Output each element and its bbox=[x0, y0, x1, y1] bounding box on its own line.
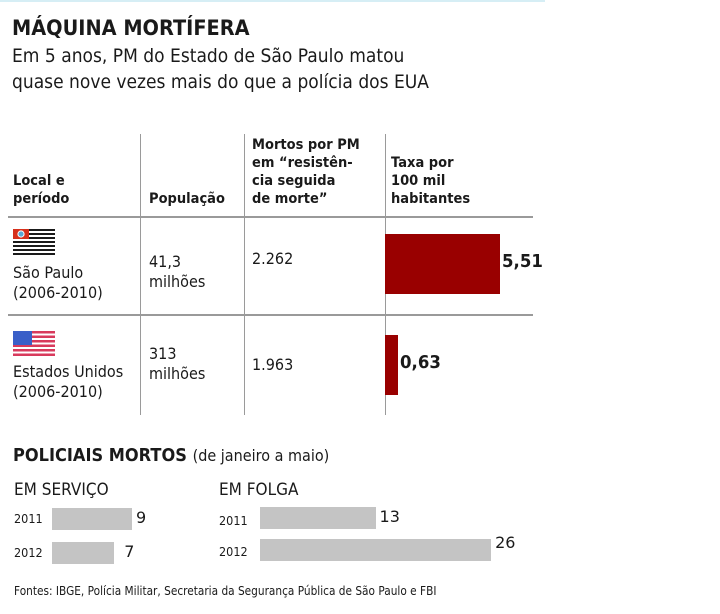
subtitle-line: Em 5 anos, PM do Estado de São Paulo mat… bbox=[12, 45, 405, 67]
header-taxa-line: habitantes bbox=[391, 191, 471, 207]
populacao-unit: milhões bbox=[149, 272, 206, 291]
police-bar-em-servico-2012 bbox=[52, 542, 115, 564]
year-label: 2012 bbox=[219, 544, 248, 559]
rate-label-sao-paulo: 5,51 bbox=[502, 251, 543, 272]
rate-label-estados-unidos: 0,63 bbox=[400, 352, 442, 373]
police-title-sub: (de janeiro a maio) bbox=[192, 446, 330, 465]
table-divider bbox=[8, 216, 533, 218]
row-local-sao-paulo: São Paulo (2006-2010) bbox=[13, 263, 103, 303]
police-value-em-servico-2012: 7 bbox=[124, 542, 135, 561]
header-mortos-line: de morte” bbox=[252, 191, 328, 207]
header-populacao: População bbox=[149, 190, 225, 208]
header-mortos: Mortos por PM em “resistên- cia seguida … bbox=[252, 136, 360, 208]
group-title-em-servico: EM SERVIÇO bbox=[14, 480, 109, 500]
year-label: 2012 bbox=[14, 545, 43, 560]
police-value-em-servico-2011: 9 bbox=[136, 508, 147, 527]
group-title-em-folga: EM FOLGA bbox=[219, 480, 299, 500]
top-border-line bbox=[0, 0, 545, 2]
header-taxa-line: 100 mil bbox=[391, 173, 446, 189]
local-name: Estados Unidos bbox=[13, 362, 124, 381]
subtitle-line: quase nove vezes mais do que a polícia d… bbox=[12, 71, 430, 93]
local-period: (2006-2010) bbox=[13, 382, 103, 401]
local-name: São Paulo bbox=[13, 263, 84, 282]
column-divider bbox=[140, 134, 141, 415]
rate-bar-sao-paulo bbox=[385, 234, 500, 294]
year-label: 2011 bbox=[219, 513, 248, 528]
local-period: (2006-2010) bbox=[13, 283, 103, 302]
header-mortos-line: cia seguida bbox=[252, 173, 336, 189]
header-mortos-line: Mortos por PM bbox=[252, 137, 360, 153]
police-value-em-folga-2011: 13 bbox=[379, 507, 400, 526]
row-local-estados-unidos: Estados Unidos (2006-2010) bbox=[13, 362, 123, 402]
rate-bar-estados-unidos bbox=[385, 335, 399, 395]
year-label: 2011 bbox=[14, 511, 43, 526]
header-local-line: Local e bbox=[13, 173, 65, 189]
populacao-value: 313 bbox=[149, 344, 177, 363]
police-value-em-folga-2012: 26 bbox=[495, 533, 516, 552]
police-title: POLICIAIS MORTOS bbox=[13, 445, 187, 466]
chart-subtitle: Em 5 anos, PM do Estado de São Paulo mat… bbox=[12, 43, 516, 95]
row-populacao-sao-paulo: 41,3 milhões bbox=[149, 252, 205, 292]
chart-title: MÁQUINA MORTÍFERA bbox=[12, 16, 250, 40]
table-divider bbox=[8, 314, 533, 316]
police-bar-em-folga-2012 bbox=[260, 539, 492, 561]
row-populacao-estados-unidos: 313 milhões bbox=[149, 344, 205, 384]
row-mortos-estados-unidos: 1.963 bbox=[252, 355, 294, 374]
populacao-unit: milhões bbox=[149, 364, 206, 383]
header-mortos-line: em “resistên- bbox=[252, 155, 353, 171]
source-note: Fontes: IBGE, Polícia Militar, Secretari… bbox=[14, 584, 437, 598]
header-taxa-line: Taxa por bbox=[391, 155, 454, 171]
police-bar-em-folga-2011 bbox=[260, 507, 376, 529]
usa-flag-icon bbox=[13, 331, 55, 359]
populacao-value: 41,3 bbox=[149, 252, 182, 271]
police-section-title: POLICIAIS MORTOS (de janeiro a maio) bbox=[13, 445, 329, 466]
row-mortos-sao-paulo: 2.262 bbox=[252, 249, 294, 268]
sao-paulo-flag-icon bbox=[13, 229, 55, 257]
police-bar-em-servico-2011 bbox=[52, 508, 132, 530]
header-taxa: Taxa por 100 mil habitantes bbox=[391, 154, 470, 208]
header-populacao-line: População bbox=[149, 191, 225, 207]
header-local-line: período bbox=[13, 191, 70, 207]
column-divider bbox=[244, 134, 245, 415]
header-local: Local e período bbox=[13, 172, 69, 208]
